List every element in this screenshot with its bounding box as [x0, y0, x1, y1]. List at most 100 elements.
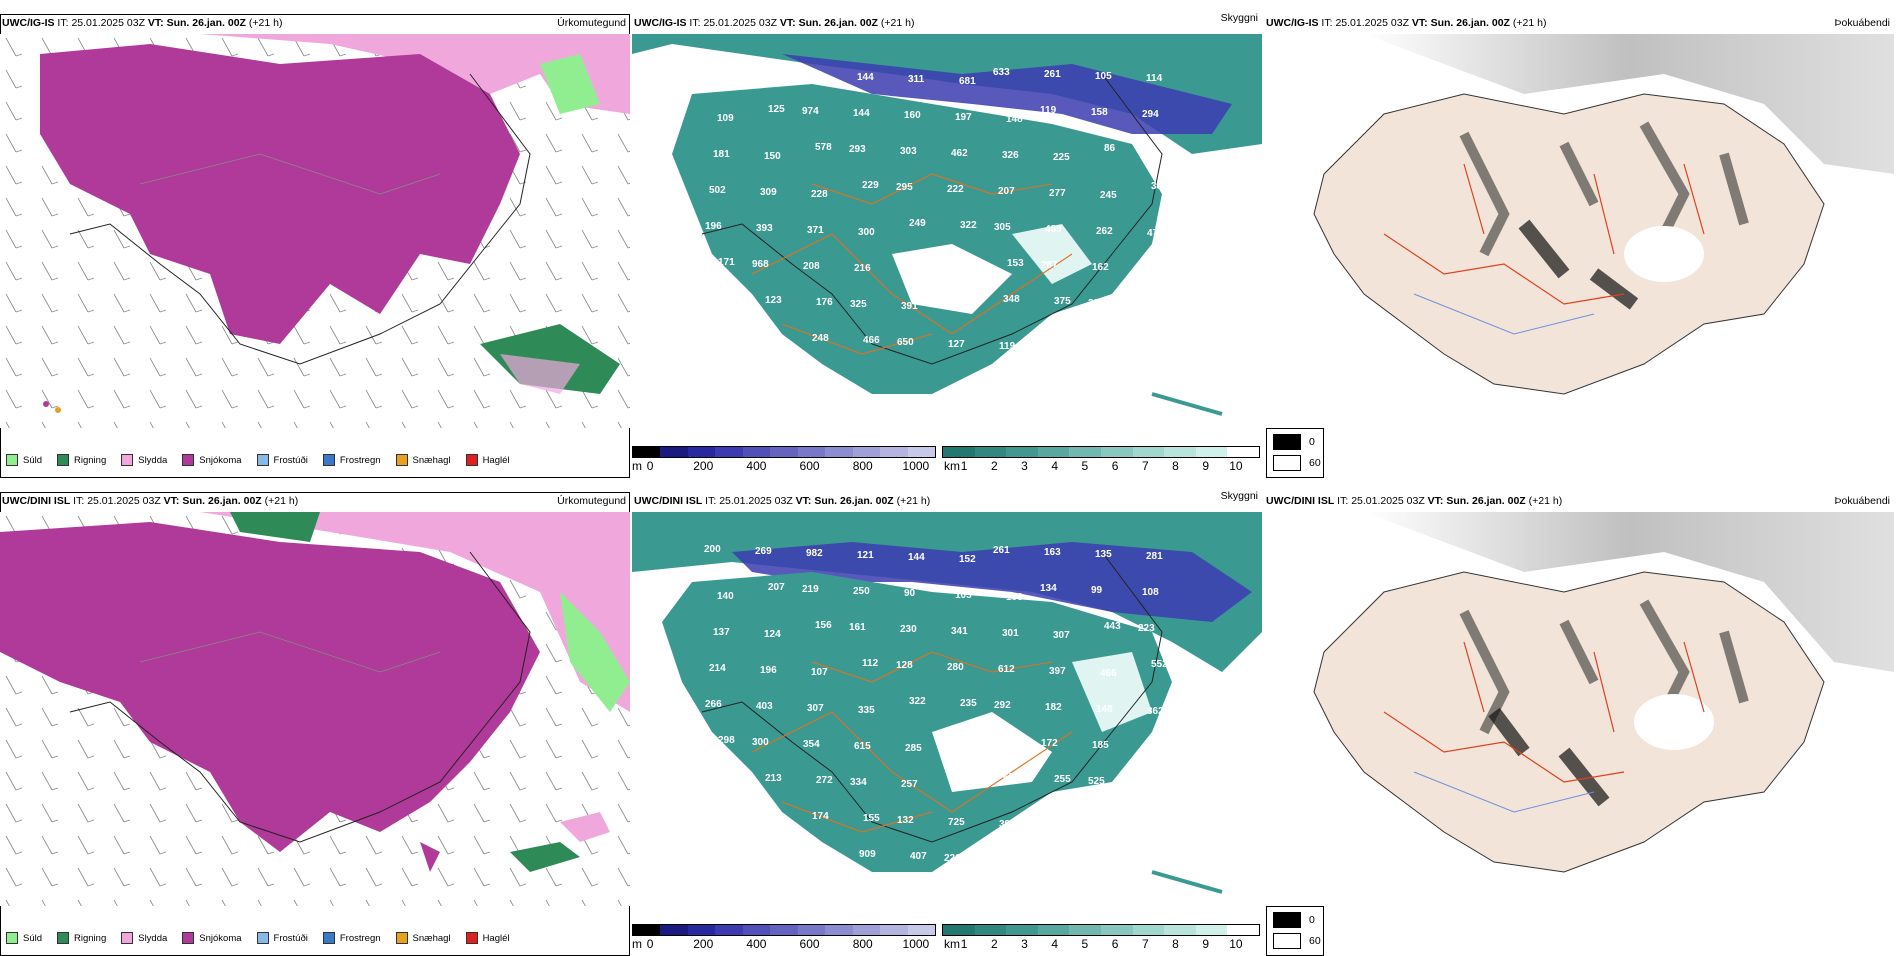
colorbar-step [1164, 925, 1196, 935]
colorbar-tick-label: 400 [746, 459, 767, 473]
panel-field-label: Þokuábendi [1834, 17, 1890, 29]
swatch [57, 454, 70, 466]
station-value: 294 [1142, 109, 1159, 120]
station-value: 407 [910, 851, 927, 862]
station-value: 123 [765, 295, 782, 306]
colorbar-tick-label: 400 [746, 937, 767, 951]
visibility-unit: km [944, 459, 960, 473]
fog-map [1264, 512, 1894, 906]
station-value-labels: 200 269 982 121 144 152 261 163 135 281 140 207 219 2… [704, 544, 1169, 869]
colorbar-step [907, 447, 935, 457]
colorbar-tick-label: 0 [646, 459, 654, 473]
station-value: 161 [849, 622, 866, 633]
colorbar-step [825, 925, 853, 935]
station-value: 968 [752, 259, 769, 270]
station-value: 150 [764, 151, 781, 162]
colorbar-step [1132, 447, 1165, 457]
colorbar-step [715, 447, 743, 457]
station-value: 287 [706, 854, 723, 865]
panel-title: UWC/IG-IS IT: 25.01.2025 03Z VT: Sun. 26… [634, 17, 915, 29]
station-value: 52 [1097, 848, 1109, 859]
colorbar-step [1037, 925, 1070, 935]
visibility-map: 200 269 982 121 144 152 261 163 135 281 140 207 219 2… [632, 512, 1262, 906]
colorbar-step [770, 447, 798, 457]
station-value: 213 [765, 773, 782, 784]
station-value: 180 [714, 782, 731, 793]
colorbar-step [1069, 447, 1101, 457]
colorbar-tick-label: 9 [1202, 937, 1210, 951]
station-value: 216 [854, 263, 871, 274]
station-value: 230 [900, 624, 917, 635]
colorbar-tick-label: 10 [1229, 937, 1243, 951]
station-value: 134 [1143, 264, 1160, 275]
swatch [395, 932, 408, 944]
station-value: 298 [718, 735, 735, 746]
station-value: 128 [896, 660, 913, 671]
legend-item: Rigning [57, 454, 106, 466]
station-value: 86 [1104, 143, 1116, 154]
colorbar-tick-label: 6 [1111, 937, 1119, 951]
station-value: 325 [850, 299, 867, 310]
station-value: 285 [905, 743, 922, 754]
station-value: 140 [717, 591, 734, 602]
station-value: 266 [705, 699, 722, 710]
station-value: 214 [709, 663, 726, 674]
station-value: 152 [1143, 742, 1160, 753]
colorbar-tick-label: 600 [799, 937, 820, 951]
station-value: 135 [1095, 549, 1112, 560]
station-value: 406 [1050, 810, 1067, 821]
colorbar-tick-label: 8 [1172, 937, 1179, 951]
station-value: 280 [947, 662, 964, 673]
swatch [6, 932, 18, 944]
station-value: 261 [993, 545, 1010, 556]
station-value: 196 [705, 221, 722, 232]
station-value: 292 [994, 700, 1011, 711]
colorbar-tick-label: 800 [852, 937, 873, 951]
station-value: 296 [1007, 736, 1024, 747]
visibility-colorbar [942, 924, 1260, 936]
colorbar-step [974, 447, 1007, 457]
station-value: 393 [756, 223, 773, 234]
station-value: 97 [995, 855, 1007, 866]
station-value: 332 [1088, 298, 1105, 309]
station-value: 124 [764, 629, 781, 640]
colorbar-step [1069, 925, 1101, 935]
swatch [6, 454, 18, 466]
station-value: 155 [863, 813, 880, 824]
station-value: 112 [862, 658, 879, 669]
colorbar-step [1006, 925, 1038, 935]
visibility-map: 541 166 163 144 311 681 633 261 105 114 109 125 974 1… [632, 34, 1262, 428]
station-value: 177 [714, 304, 731, 315]
station-value: 307 [1053, 630, 1070, 641]
fog-legend-item: 0 [1273, 912, 1315, 928]
station-value: 334 [850, 777, 867, 788]
colorbar-tick-label: 7 [1141, 459, 1149, 473]
legend-item: Rigning [57, 932, 106, 944]
fog-swatch [1273, 434, 1301, 450]
colorbar-step [852, 925, 881, 935]
colorbar-step [852, 447, 881, 457]
station-value: 289 [905, 265, 922, 276]
colorbar-tick-label: 200 [693, 459, 714, 473]
station-value: 127 [948, 339, 965, 350]
colorbar-step [742, 447, 771, 457]
legend-item: Súld [6, 932, 42, 944]
colorbar-step [1006, 447, 1038, 457]
colorbar-tick-label: 200 [693, 937, 714, 951]
colorbar-tick-label: 6 [1111, 459, 1119, 473]
colorbar-tick-label: 3 [1021, 937, 1028, 951]
visibility-panel-top: UWC/IG-IS IT: 25.01.2025 03Z VT: Sun. 26… [632, 12, 1262, 478]
station-value: 121 [857, 550, 874, 561]
colorbar-tick-label: 600 [799, 459, 820, 473]
visibility-colorbar [942, 446, 1260, 458]
colorbar-step [880, 447, 908, 457]
ceiling-unit: m [632, 937, 642, 951]
station-value: 309 [760, 187, 777, 198]
legend-item: Frostregn [322, 454, 381, 466]
station-value: 207 [768, 582, 785, 593]
station-value-labels: 541 166 163 144 311 681 633 261 105 114 109 125 974 1… [704, 66, 1168, 353]
station-value: 105 [955, 590, 972, 601]
colorbar-step [1227, 447, 1259, 457]
colorbar-tick-label: 3 [1021, 459, 1028, 473]
station-value: 650 [897, 337, 914, 348]
